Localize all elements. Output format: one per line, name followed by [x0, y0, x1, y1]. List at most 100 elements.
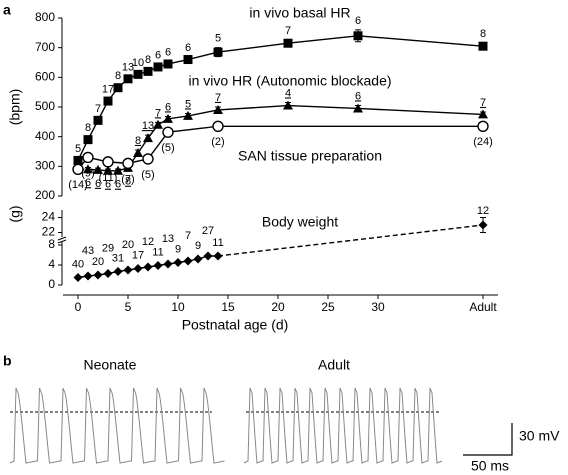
x-tick-label: 25 — [321, 300, 335, 314]
marker — [478, 220, 488, 230]
n-label: 6 — [95, 178, 101, 190]
action-potential-trace — [243, 387, 443, 464]
n-label: 5 — [185, 98, 191, 110]
n-label: 7 — [95, 103, 101, 115]
marker — [102, 156, 114, 168]
n-label: 9 — [175, 243, 181, 255]
marker — [183, 55, 193, 65]
n-label: (5) — [141, 169, 154, 181]
n-label: 7 — [285, 25, 291, 37]
n-label: 27 — [202, 225, 214, 237]
n-label: (11) — [99, 172, 118, 184]
y-tick-label: 700 — [35, 40, 55, 54]
n-label: 11 — [212, 237, 223, 249]
x-tick-label: 15 — [221, 300, 235, 314]
n-label: 4 — [285, 87, 291, 99]
n-label: (2) — [211, 136, 224, 148]
marker — [213, 47, 223, 57]
n-label: 7 — [155, 107, 161, 119]
n-label: (9) — [81, 167, 94, 179]
marker — [93, 115, 103, 125]
n-label: 8 — [145, 54, 151, 66]
n-label: 8 — [125, 176, 131, 188]
marker — [103, 269, 113, 278]
marker — [73, 273, 83, 282]
marker — [283, 38, 293, 48]
series-annotation: SAN tissue preparation — [238, 148, 382, 164]
n-label: 5 — [215, 33, 221, 45]
n-label: 12 — [142, 236, 154, 248]
scale-bar-label: 50 ms — [471, 458, 509, 474]
n-label: 6 — [155, 49, 161, 61]
n-label: 13 — [122, 61, 134, 73]
marker — [478, 109, 488, 119]
marker — [113, 83, 123, 93]
n-label: 6 — [105, 179, 111, 191]
n-label: 31 — [112, 252, 124, 264]
x-tick-label: 10 — [171, 300, 185, 314]
n-label: (14) — [68, 179, 88, 191]
n-label: 6 — [355, 15, 361, 27]
y-tick-label: 300 — [35, 159, 55, 173]
n-label: 6 — [115, 179, 121, 191]
panel-label: b — [3, 353, 12, 369]
panel-label: a — [3, 2, 11, 18]
n-label: (24) — [473, 136, 493, 148]
marker — [103, 96, 113, 106]
marker — [143, 66, 153, 76]
series-line-dashed — [217, 224, 484, 257]
marker — [183, 110, 193, 120]
n-label: 8 — [115, 70, 121, 82]
n-label: (5) — [161, 142, 174, 154]
n-label: 10 — [132, 57, 144, 69]
marker — [113, 165, 123, 175]
n-label: 8 — [480, 28, 486, 40]
scale-bar — [463, 423, 513, 456]
n-label: 6 — [165, 101, 171, 113]
marker — [163, 113, 173, 123]
n-label: 7 — [480, 97, 486, 109]
axis-break — [57, 236, 67, 244]
marker — [83, 135, 93, 145]
marker — [82, 151, 94, 164]
marker — [143, 262, 153, 272]
marker — [93, 164, 103, 174]
x-tick-label: 0 — [75, 300, 82, 314]
marker — [353, 31, 363, 41]
x-tick-label: 5 — [125, 300, 132, 314]
marker — [353, 103, 363, 113]
y-tick-label: 600 — [35, 70, 55, 84]
y-axis-label: (bpm) — [7, 89, 23, 126]
marker — [123, 74, 133, 84]
marker — [193, 254, 203, 264]
marker — [72, 163, 84, 176]
n-label: 20 — [92, 256, 104, 268]
n-label: 29 — [102, 242, 114, 254]
marker — [122, 157, 134, 170]
marker — [123, 265, 133, 275]
y-tick-label: 200 — [35, 188, 55, 202]
n-label: 5 — [75, 143, 81, 155]
marker — [133, 147, 143, 157]
marker — [133, 264, 143, 273]
n-label: 8 — [85, 122, 91, 134]
marker — [143, 133, 153, 143]
marker — [478, 41, 488, 51]
marker — [173, 258, 183, 267]
marker — [163, 59, 173, 69]
n-label: 17 — [132, 249, 144, 261]
y-tick-label: 0 — [48, 277, 55, 291]
n-label: 6 — [165, 47, 171, 59]
n-label: 9 — [195, 240, 201, 252]
marker — [83, 271, 93, 281]
series-annotation: in vivo basal HR — [249, 5, 350, 21]
marker — [213, 104, 223, 114]
x-tick-label: 20 — [271, 300, 285, 314]
y-axis-label: (g) — [7, 205, 23, 222]
y-tick-label: 22 — [42, 225, 56, 239]
y-tick-label: 24 — [42, 210, 56, 224]
scale-bar-label: 30 mV — [519, 428, 560, 444]
marker — [153, 261, 163, 270]
n-label: 7 — [185, 230, 191, 242]
